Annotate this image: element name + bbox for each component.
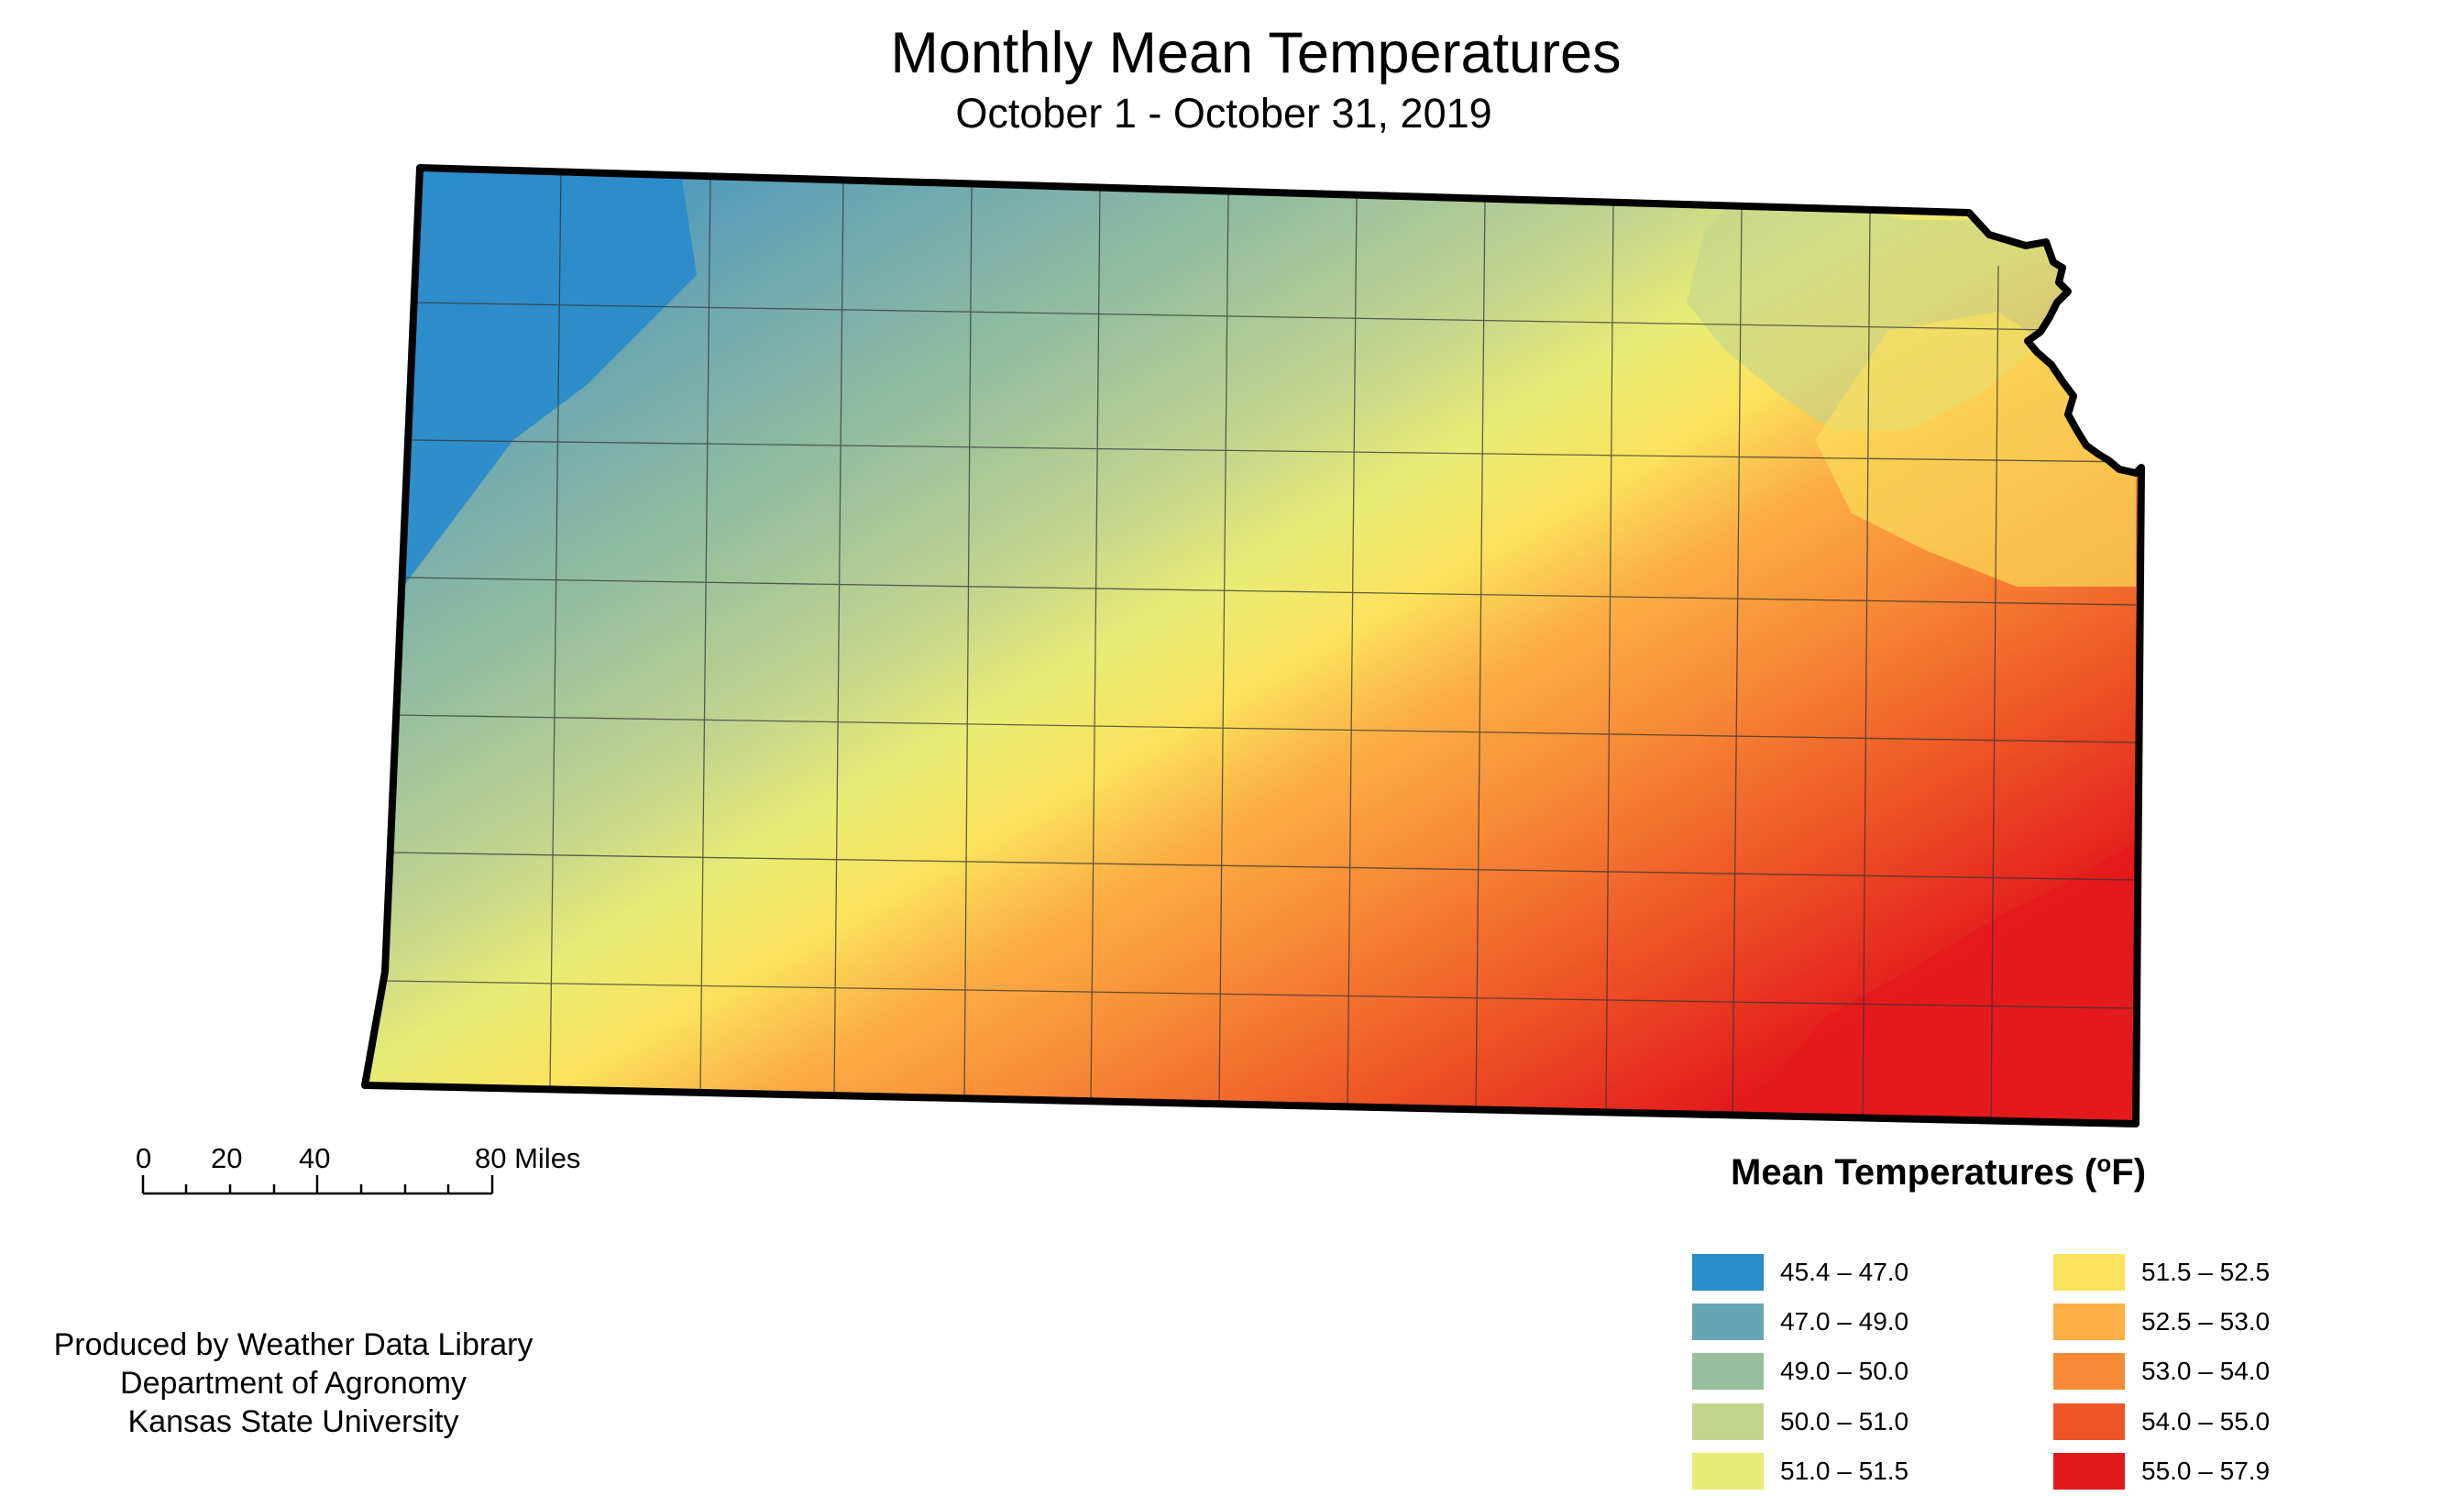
- legend-label: 52.5 – 53.0: [2141, 1307, 2271, 1336]
- legend-swatch: [2053, 1304, 2125, 1340]
- legend-swatch: [1692, 1304, 1764, 1340]
- legend-swatch: [2053, 1403, 2125, 1440]
- legend-label: 49.0 – 50.0: [1780, 1357, 1909, 1385]
- legend-item: 51.0 – 51.5: [1692, 1452, 1908, 1490]
- scale-label-40: 40: [299, 1142, 331, 1174]
- legend-label: 55.0 – 57.9: [2141, 1457, 2271, 1485]
- credit-line: Produced by Weather Data Library: [53, 1327, 534, 1362]
- kansas-border: [361, 164, 2145, 1128]
- legend-item: 54.0 – 55.0: [2053, 1402, 2270, 1441]
- legend-label: 51.5 – 52.5: [2141, 1258, 2271, 1286]
- scale-label-20: 20: [211, 1142, 243, 1174]
- legend-item: 55.0 – 57.9: [2053, 1452, 2270, 1490]
- legend-label: 47.0 – 49.0: [1780, 1307, 1909, 1336]
- scale-label-0: 0: [136, 1142, 152, 1174]
- legend-swatch: [2053, 1453, 2125, 1490]
- legend-label: 45.4 – 47.0: [1780, 1258, 1909, 1286]
- legend-item: 51.5 – 52.5: [2053, 1253, 2270, 1292]
- county-lines: [384, 170, 2137, 1121]
- legend-swatch: [2053, 1353, 2125, 1390]
- legend-label: 51.0 – 51.5: [1780, 1457, 1909, 1485]
- map-subtitle: October 1 - October 31, 2019: [955, 90, 1492, 137]
- legend-label: 50.0 – 51.0: [1780, 1407, 1909, 1436]
- legend-item: 49.0 – 50.0: [1692, 1352, 1908, 1391]
- legend-swatch: [1692, 1403, 1764, 1440]
- scale-label-80-miles: 80 Miles: [475, 1142, 581, 1174]
- legend-swatch: [1692, 1254, 1764, 1291]
- scale-bar: [141, 1175, 494, 1195]
- legend-item: 53.0 – 54.0: [2053, 1352, 2270, 1391]
- credit-line: Kansas State University: [127, 1404, 459, 1439]
- legend-swatch: [1692, 1353, 1764, 1390]
- legend-item: 45.4 – 47.0: [1692, 1253, 1908, 1292]
- legend-item: 47.0 – 49.0: [1692, 1303, 1908, 1341]
- legend-label: 54.0 – 55.0: [2141, 1407, 2271, 1436]
- legend-title: Mean Temperatures (oF): [1731, 1150, 2147, 1193]
- legend-label: 53.0 – 54.0: [2141, 1357, 2271, 1385]
- legend-swatch: [2053, 1254, 2125, 1291]
- legend-item: 52.5 – 53.0: [2053, 1303, 2270, 1341]
- map-title: Monthly Mean Temperatures: [890, 21, 1622, 85]
- temperature-field: [365, 168, 2141, 1124]
- credit-line: Department of Agronomy: [120, 1366, 467, 1401]
- legend-item: 50.0 – 51.0: [1692, 1402, 1908, 1441]
- legend-swatch: [1692, 1453, 1764, 1490]
- credits: Produced by Weather Data Library Departm…: [37, 1326, 550, 1441]
